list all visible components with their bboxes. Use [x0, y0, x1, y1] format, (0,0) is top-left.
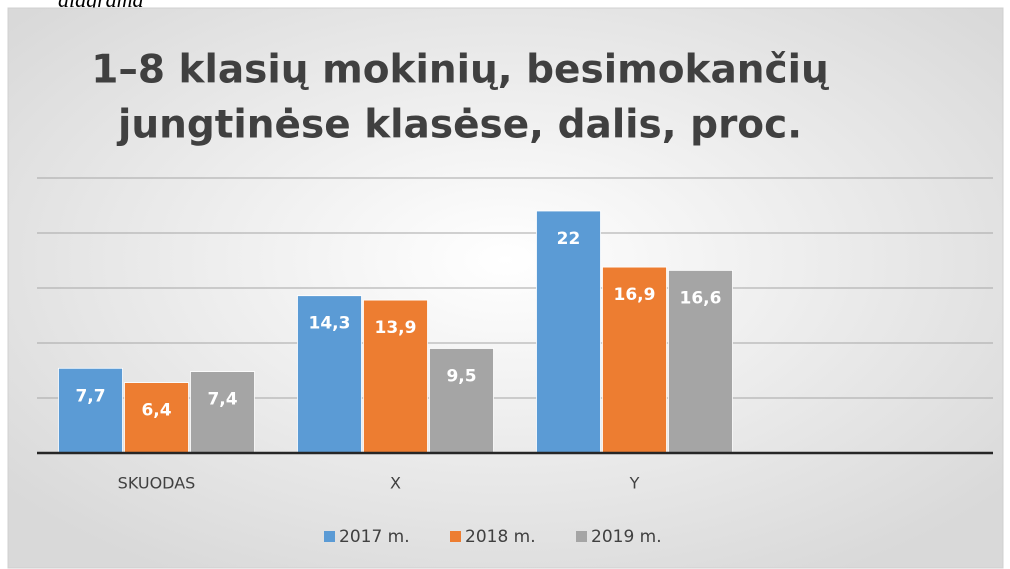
bar — [536, 210, 601, 454]
x-tick-label: SKUODAS — [118, 474, 196, 493]
data-label: 16,6 — [680, 288, 722, 308]
bar — [363, 299, 428, 454]
legend-label: 2019 m. — [591, 527, 662, 547]
x-tick-label: X — [390, 474, 401, 493]
bar — [429, 348, 494, 454]
legend-label: 2018 m. — [465, 527, 536, 547]
legend-swatch — [324, 531, 335, 542]
x-tick-label: Y — [629, 474, 640, 493]
data-label: 16,9 — [614, 285, 656, 305]
data-label: 13,9 — [375, 318, 417, 338]
chart-title: jungtinėse klasėse, dalis, proc. — [116, 103, 802, 148]
legend-label: 2017 m. — [339, 527, 410, 547]
bar — [124, 382, 189, 454]
bar — [602, 266, 667, 454]
bar — [190, 371, 255, 454]
bar — [58, 367, 123, 454]
legend-swatch — [450, 531, 461, 542]
bar — [297, 295, 362, 454]
legend-swatch — [576, 531, 587, 542]
data-label: 7,7 — [75, 386, 105, 406]
data-label: 14,3 — [309, 314, 351, 334]
data-label: 7,4 — [207, 390, 237, 410]
chart-title: 1–8 klasių mokinių, besimokančių — [91, 48, 829, 93]
data-label: 22 — [557, 229, 581, 249]
data-label: 6,4 — [141, 401, 171, 421]
data-label: 9,5 — [446, 367, 476, 387]
